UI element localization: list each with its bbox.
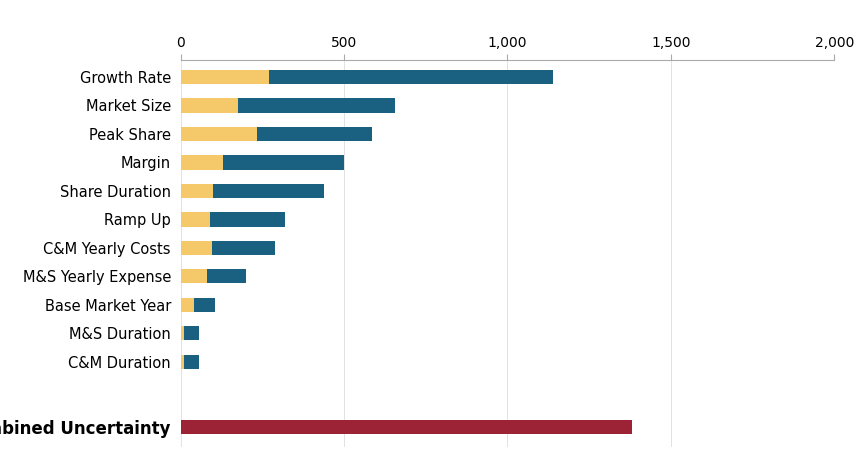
Bar: [181, 212, 210, 226]
Bar: [181, 355, 184, 369]
Bar: [184, 326, 199, 340]
Bar: [257, 127, 372, 141]
Bar: [181, 70, 269, 84]
Bar: [194, 298, 215, 312]
Bar: [181, 269, 206, 284]
Bar: [181, 155, 223, 170]
Bar: [181, 127, 257, 141]
Bar: [184, 355, 199, 369]
Bar: [181, 98, 237, 112]
Bar: [213, 184, 324, 198]
Bar: [269, 70, 553, 84]
Bar: [181, 184, 213, 198]
Bar: [181, 326, 184, 340]
Bar: [223, 155, 344, 170]
Bar: [237, 98, 395, 112]
Bar: [181, 420, 631, 434]
Bar: [206, 269, 246, 284]
Bar: [212, 241, 275, 255]
Bar: [181, 298, 194, 312]
Bar: [181, 241, 212, 255]
Bar: [210, 212, 286, 226]
